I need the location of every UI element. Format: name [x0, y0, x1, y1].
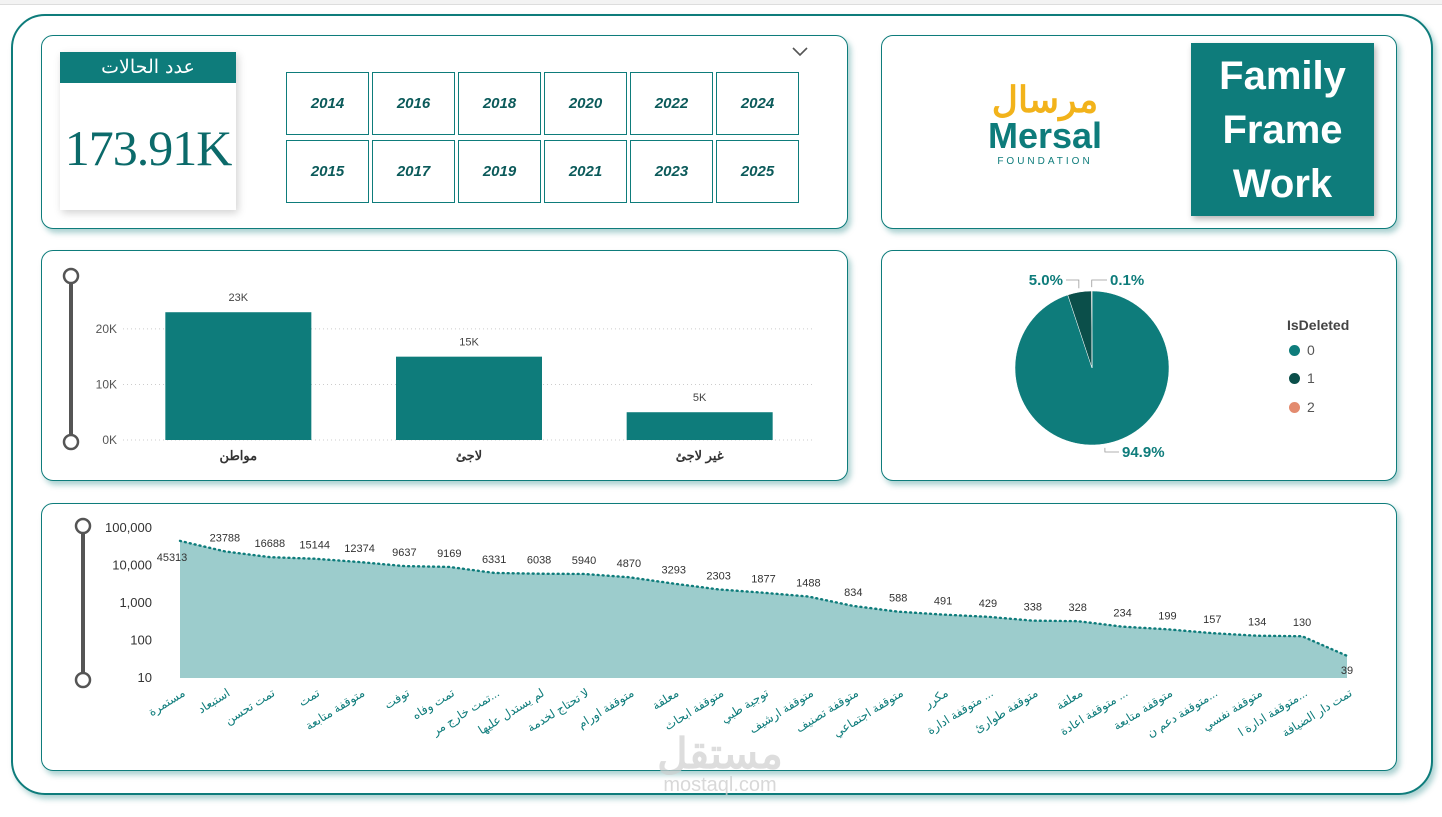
svg-text:mostaql.com: mostaql.com [663, 774, 776, 796]
legend-dot [1289, 372, 1300, 384]
logo-arabic: مرسال [992, 80, 1098, 122]
leader-line [1091, 279, 1107, 288]
area-data-label: 588 [889, 593, 907, 605]
bar-data-label: 5K [693, 392, 707, 404]
area-data-label: 328 [1069, 602, 1087, 614]
logo-subtitle: FOUNDATION [997, 156, 1092, 167]
x-tick-label: معلقة [1054, 686, 1086, 713]
legend-title: IsDeleted [1287, 317, 1350, 333]
legend-dot [1289, 344, 1300, 356]
family-framework-title: Family Frame Work [1191, 43, 1374, 216]
mersal-logo: مرسال Mersal FOUNDATION [988, 80, 1102, 167]
bar [396, 356, 542, 440]
pie-data-label: 5.0% [1029, 272, 1063, 289]
x-tick-label: تمت [296, 686, 322, 710]
y-tick-label: 10 [138, 670, 152, 685]
x-tick-label: تمت تحسن [222, 686, 277, 728]
area-fill [180, 540, 1347, 678]
area-data-label: 6331 [482, 554, 506, 566]
legend-item[interactable]: 2 [1289, 399, 1315, 415]
x-tick-label: توفت [382, 686, 412, 712]
x-tick-label: غير لاجئ [676, 448, 724, 464]
area-data-label: 429 [979, 598, 997, 610]
pie-data-label: 94.9% [1122, 444, 1165, 461]
y-tick-label: 100,000 [105, 520, 152, 535]
area-data-label: 9637 [392, 547, 416, 559]
bar [165, 312, 312, 440]
area-data-label: 3293 [661, 565, 685, 577]
year-button[interactable]: 2023 [630, 140, 713, 203]
x-tick-label: مكرر [921, 686, 951, 712]
year-button[interactable]: 2019 [458, 140, 541, 203]
x-tick-label: مستمرة [146, 686, 188, 719]
svg-text:مستقل: مستقل [657, 730, 783, 777]
year-button[interactable]: 2015 [286, 140, 369, 203]
area-data-label: 39 [1341, 665, 1353, 677]
year-button[interactable]: 2017 [372, 140, 455, 203]
y-tick-label: 10,000 [112, 558, 152, 573]
y-tick-label: 20K [96, 322, 117, 336]
legend-dot [1289, 401, 1300, 413]
area-data-label: 4870 [617, 558, 641, 570]
leader-line [1104, 447, 1119, 453]
watermark: مستقل mostaql.com [657, 730, 783, 796]
area-data-label: 12374 [344, 543, 375, 555]
kpi-title: عدد الحالات [60, 52, 236, 83]
area-data-label: 199 [1158, 610, 1176, 622]
zoom-slider[interactable] [62, 267, 80, 451]
area-data-label: 1877 [751, 574, 775, 586]
bar-chart: 0K 10K 20K 23K مواطن 15K لاجئ 5K غير لاجئ [96, 292, 815, 464]
year-button[interactable]: 2024 [716, 72, 799, 135]
year-button[interactable]: 2022 [630, 72, 713, 135]
area-data-label: 45313 [157, 552, 188, 564]
x-tick-label: مواطن [220, 448, 258, 464]
year-button[interactable]: 2018 [458, 72, 541, 135]
area-data-label: 5940 [572, 555, 596, 567]
year-button[interactable]: 2021 [544, 140, 627, 203]
area-data-label: 6038 [527, 555, 551, 567]
bar-data-label: 23K [229, 292, 249, 304]
year-button[interactable]: 2014 [286, 72, 369, 135]
area-data-label: 157 [1203, 614, 1221, 626]
y-tick-label: 0K [102, 433, 117, 447]
area-data-label: 491 [934, 596, 952, 608]
x-tick-label: لاجئ [456, 448, 482, 463]
year-slicer: 2014 2016 2018 2020 2022 2024 2015 2017 … [286, 72, 799, 203]
pie-chart: 94.9% 5.0% 0.1% [1014, 272, 1170, 461]
kpi-value: 173.91K [64, 120, 233, 176]
area-data-label: 1488 [796, 578, 820, 590]
area-data-label: 834 [844, 587, 862, 599]
bar-data-label: 15K [459, 337, 479, 349]
leader-line [1066, 279, 1080, 289]
area-chart: 101001,00010,000100,00045313مستمرة23788ا… [105, 520, 1355, 740]
area-data-label: 15144 [299, 540, 330, 552]
legend-item[interactable]: 1 [1289, 370, 1315, 386]
year-button[interactable]: 2020 [544, 72, 627, 135]
zoom-slider[interactable] [74, 517, 92, 689]
bar [626, 412, 773, 440]
area-data-label: 16688 [254, 538, 285, 550]
area-data-label: 338 [1024, 602, 1042, 614]
area-data-label: 9169 [437, 548, 461, 560]
area-data-label: 130 [1293, 617, 1311, 629]
chevron-down-icon[interactable] [790, 44, 810, 60]
logo-english: Mersal [988, 115, 1102, 156]
area-data-label: 234 [1113, 608, 1131, 620]
legend-item[interactable]: 0 [1289, 342, 1315, 358]
y-tick-label: 1,000 [119, 595, 152, 610]
kpi-card: عدد الحالات 173.91K [60, 52, 236, 210]
y-tick-label: 100 [130, 633, 152, 648]
top-ribbon [0, 0, 1442, 5]
pie-data-label: 0.1% [1110, 272, 1144, 289]
area-data-label: 2303 [706, 570, 730, 582]
area-data-label: 134 [1248, 617, 1266, 629]
y-tick-label: 10K [96, 377, 117, 391]
x-tick-label: معلقة [650, 686, 682, 713]
year-button[interactable]: 2025 [716, 140, 799, 203]
year-button[interactable]: 2016 [372, 72, 455, 135]
area-data-label: 23788 [210, 532, 241, 544]
